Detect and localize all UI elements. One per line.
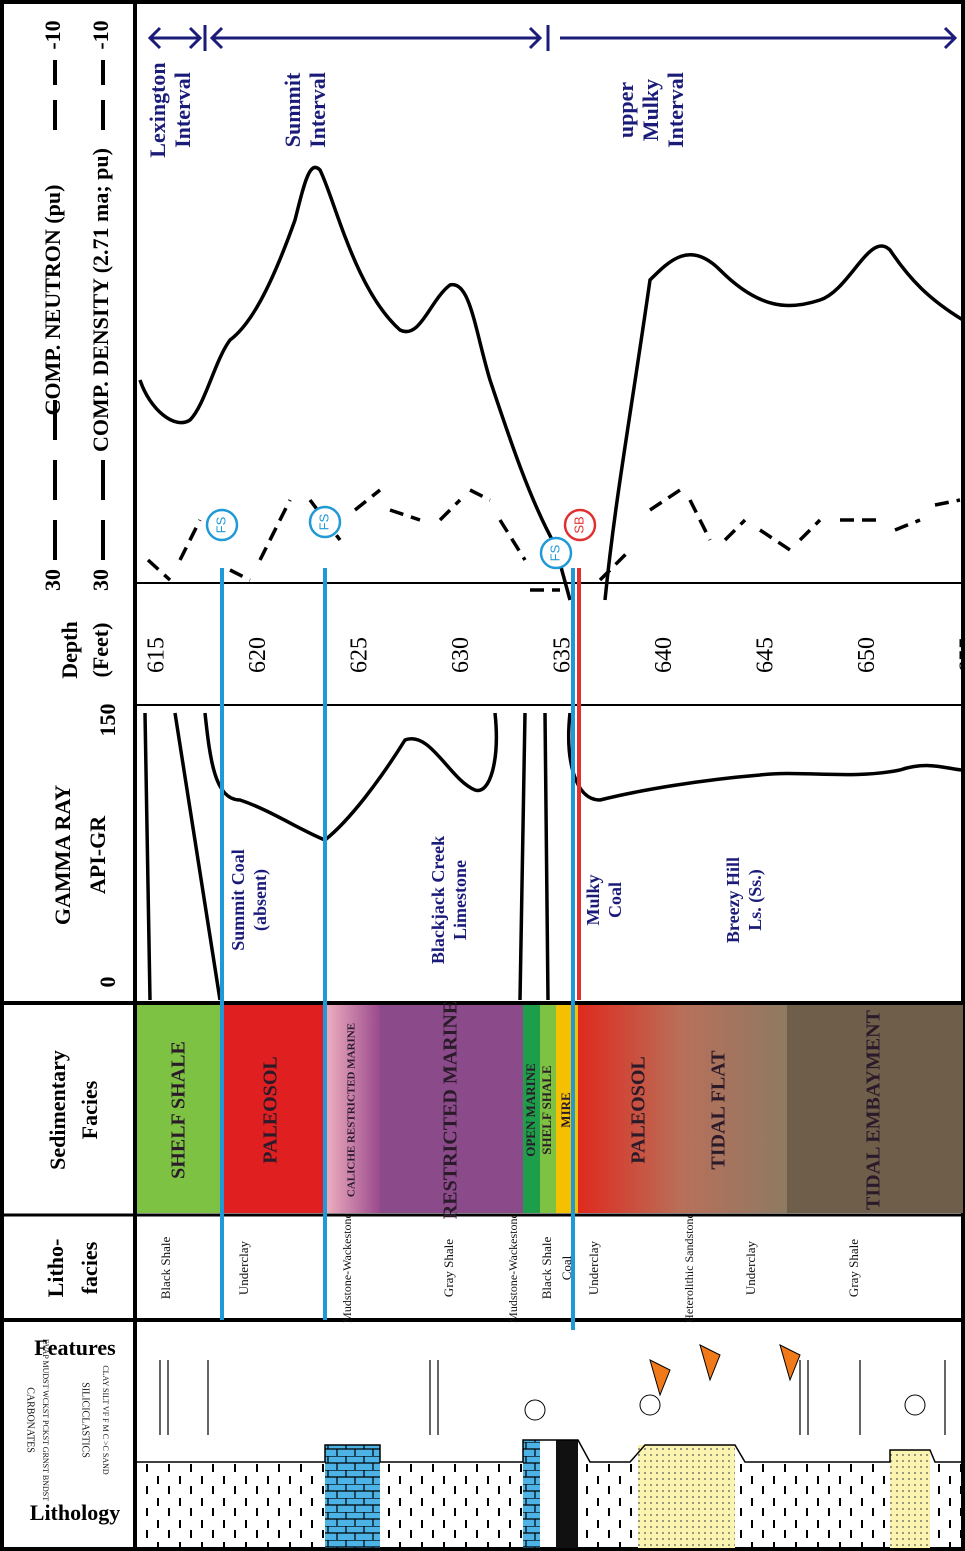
unit-label: Breezy Hill	[723, 857, 743, 943]
lithofacies-header: facies	[77, 1241, 102, 1294]
depth-label: 645	[753, 637, 779, 673]
surface-marker	[539, 536, 573, 570]
unit-label: Mulky	[583, 874, 603, 925]
depth-label: 625	[347, 637, 373, 673]
surface-marker	[563, 508, 597, 542]
depth-unit: (Feet)	[88, 623, 113, 678]
lithofacies-label: Underclay	[743, 1240, 758, 1295]
depth-label: 635	[550, 637, 576, 673]
depth-label: 630	[448, 637, 474, 673]
log-curves	[138, 165, 964, 1001]
depth-header: Depth	[57, 621, 82, 678]
interval-label: upper	[613, 82, 638, 138]
surface-label: FS	[316, 513, 331, 530]
surface-lines	[220, 568, 581, 1330]
facies-label: TIDAL EMBAYMENT	[863, 1009, 885, 1210]
facies-label: SHELF SHALE	[539, 1065, 554, 1154]
neutron-min: 30	[40, 569, 65, 591]
surface-label: SB	[571, 516, 586, 533]
lithology-column	[137, 1344, 963, 1548]
facies-label: PALEOSOL	[628, 1056, 650, 1163]
dash-keys	[53, 60, 105, 560]
depth-label: 620	[245, 637, 271, 673]
facies-label: OPEN MARINE	[523, 1063, 538, 1157]
lithofacies-label: Underclay	[236, 1240, 251, 1295]
depth-label: 640	[651, 637, 677, 673]
neutron-header: COMP. NEUTRON (pu)	[40, 185, 65, 416]
siliciclastic-classes: CLAY SILT VF F M C >C SAND	[101, 1365, 110, 1475]
interval-label: Mulky	[638, 79, 663, 141]
lithofacies-label: Coal	[559, 1255, 574, 1280]
lithofacies-label: Black Shale	[158, 1237, 173, 1300]
unit-label: (absent)	[250, 869, 271, 931]
gamma-max: 150	[95, 704, 120, 737]
gamma-unit: API-GR	[85, 815, 110, 894]
surface-marker	[308, 505, 342, 539]
lithofacies-label: Heterolithic Sandstone	[682, 1213, 696, 1323]
lithofacies-header: Litho-	[43, 1239, 68, 1298]
facies-label: RESTRICTED MARINE	[440, 1001, 462, 1219]
unit-label: Limestone	[450, 860, 470, 940]
interval-label: Interval	[170, 72, 195, 148]
density-header: COMP. DENSITY (2.71 ma; pu)	[88, 148, 113, 452]
gamma-min: 0	[95, 977, 120, 988]
density-min: 30	[88, 569, 113, 591]
lithofacies-label: Gray Shale	[441, 1239, 456, 1297]
siliciclastics-label: SILICICLASTICS	[80, 1382, 91, 1458]
facies-fills	[137, 1005, 963, 1213]
interval-label: Lexington	[145, 62, 170, 157]
lithofacies-label: Black Shale	[539, 1237, 554, 1300]
labels: Features Lithology CARBONATES EVAP MUDST…	[25, 20, 965, 1525]
facies-header: Facies	[77, 1080, 102, 1139]
lithofacies-label: Mudstone-Wackestone	[340, 1213, 354, 1323]
features-header: Features	[34, 1335, 116, 1360]
facies-label: CALICHE RESTRICTED MARINE	[346, 1023, 358, 1197]
interval-arrows	[147, 25, 958, 51]
facies-label: TIDAL FLAT	[708, 1050, 730, 1170]
lithology-header: Lithology	[30, 1500, 120, 1525]
unit-label: Ls. (Ss.)	[745, 869, 766, 931]
depth-label: 650	[854, 637, 880, 673]
carbonate-classes: EVAP MUDST WCKST PCKST GRNST BNDST	[41, 1339, 50, 1501]
neutron-max: -10	[40, 20, 65, 49]
carbonates-label: CARBONATES	[25, 1387, 36, 1453]
depth-label: 655	[956, 637, 965, 673]
facies-label: PALEOSOL	[260, 1056, 282, 1163]
surface-marker	[205, 508, 239, 542]
interval-label: Summit	[280, 72, 305, 147]
density-max: -10	[88, 20, 113, 49]
gamma-header: GAMMA RAY	[50, 785, 75, 925]
interval-label: Interval	[663, 72, 688, 148]
surface-label: FS	[213, 516, 228, 533]
unit-label: Summit Coal	[228, 849, 248, 951]
depth-label: 615	[144, 637, 170, 673]
interval-label: Interval	[305, 72, 330, 148]
unit-label: Blackjack Creek	[428, 836, 448, 964]
lithofacies-label: Underclay	[586, 1240, 601, 1295]
facies-header: Sedimentary	[45, 1050, 70, 1170]
facies-label: MIRE	[558, 1092, 573, 1127]
unit-label: Coal	[605, 882, 625, 918]
lithofacies-label: Gray Shale	[846, 1239, 861, 1297]
facies-label: SHELF SHALE	[168, 1041, 190, 1179]
surface-label: FS	[547, 544, 562, 561]
lithofacies-label: Mudstone-Wackestone	[506, 1213, 520, 1323]
